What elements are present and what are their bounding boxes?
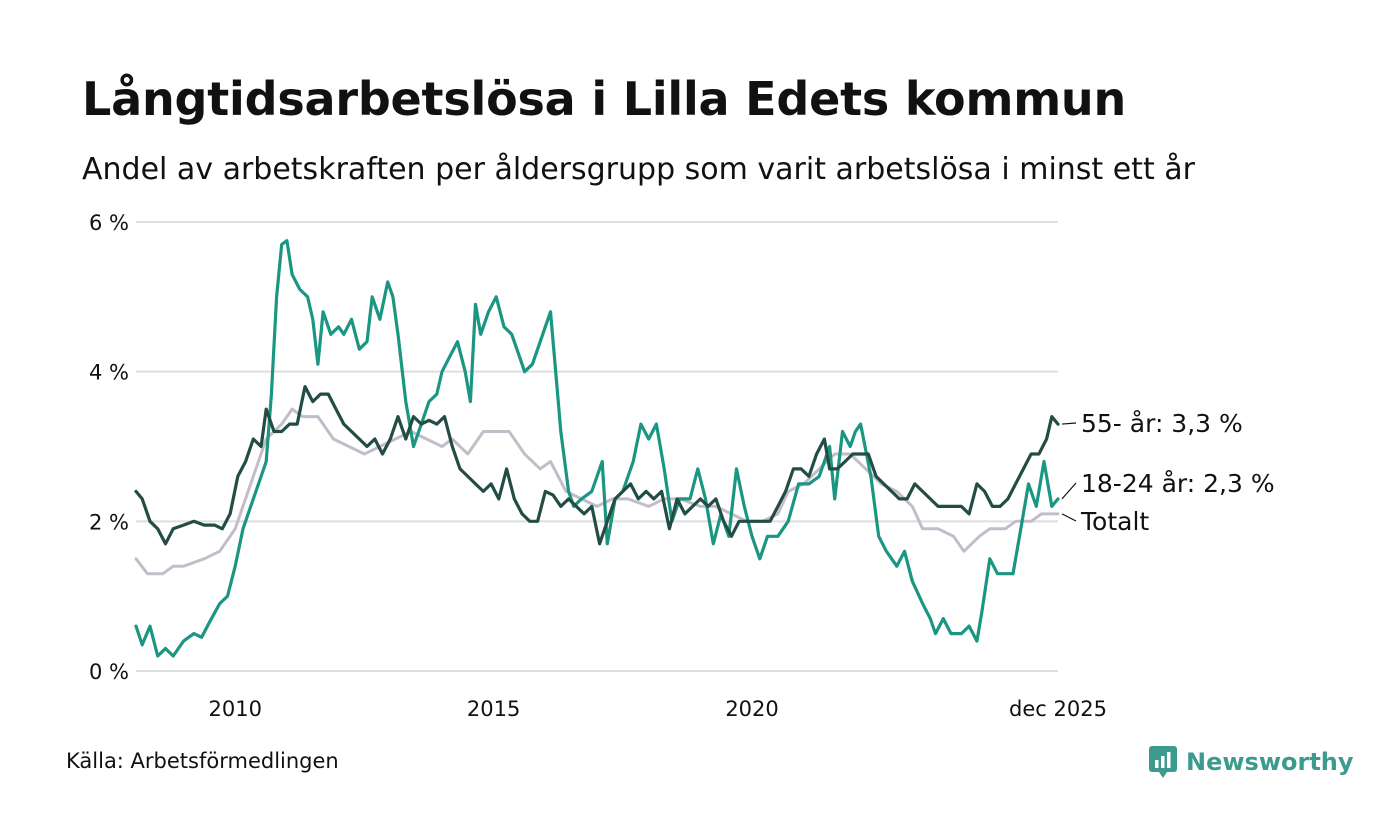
chart-title: Långtidsarbetslösa i Lilla Edets kommun	[82, 72, 1127, 126]
y-tick-label: 4 %	[89, 361, 129, 385]
grid-lines	[136, 221, 1058, 672]
bar-chart-logo-icon	[1149, 746, 1177, 778]
series-label-total: Totalt	[1080, 507, 1149, 536]
x-axis-ticks: 2010 2015 2020 dec 2025	[209, 697, 1107, 721]
x-tick-label: 2010	[209, 697, 262, 721]
x-tick-label: 2015	[467, 697, 520, 721]
source-note: Källa: Arbetsförmedlingen	[66, 749, 339, 773]
series-label-age-18-24: 18-24 år: 2,3 %	[1081, 469, 1275, 498]
chart-subtitle: Andel av arbetskraften per åldersgrupp s…	[82, 152, 1195, 187]
label-connector-age-18-24	[1061, 482, 1077, 500]
y-tick-label: 6 %	[89, 211, 129, 235]
series-lines	[134, 239, 1060, 658]
x-tick-label: 2020	[725, 697, 778, 721]
x-tick-label: dec 2025	[1009, 697, 1107, 721]
label-connector-age-55-plus	[1061, 422, 1077, 425]
series-line-age-18-24	[134, 239, 1060, 658]
brand-logo: Newsworthy	[1148, 744, 1354, 780]
y-tick-label: 0 %	[89, 660, 129, 684]
y-axis-ticks: 0 % 2 % 4 % 6 %	[89, 211, 129, 684]
brand-name: Newsworthy	[1186, 748, 1354, 776]
y-tick-label: 2 %	[89, 510, 129, 534]
series-line-total	[134, 407, 1060, 576]
series-labels: Totalt 18-24 år: 2,3 % 55- år: 3,3 %	[1061, 409, 1275, 536]
series-label-age-55-plus: 55- år: 3,3 %	[1081, 409, 1243, 438]
label-connector-total	[1061, 513, 1077, 522]
series-line-age-55-plus	[134, 385, 1060, 546]
